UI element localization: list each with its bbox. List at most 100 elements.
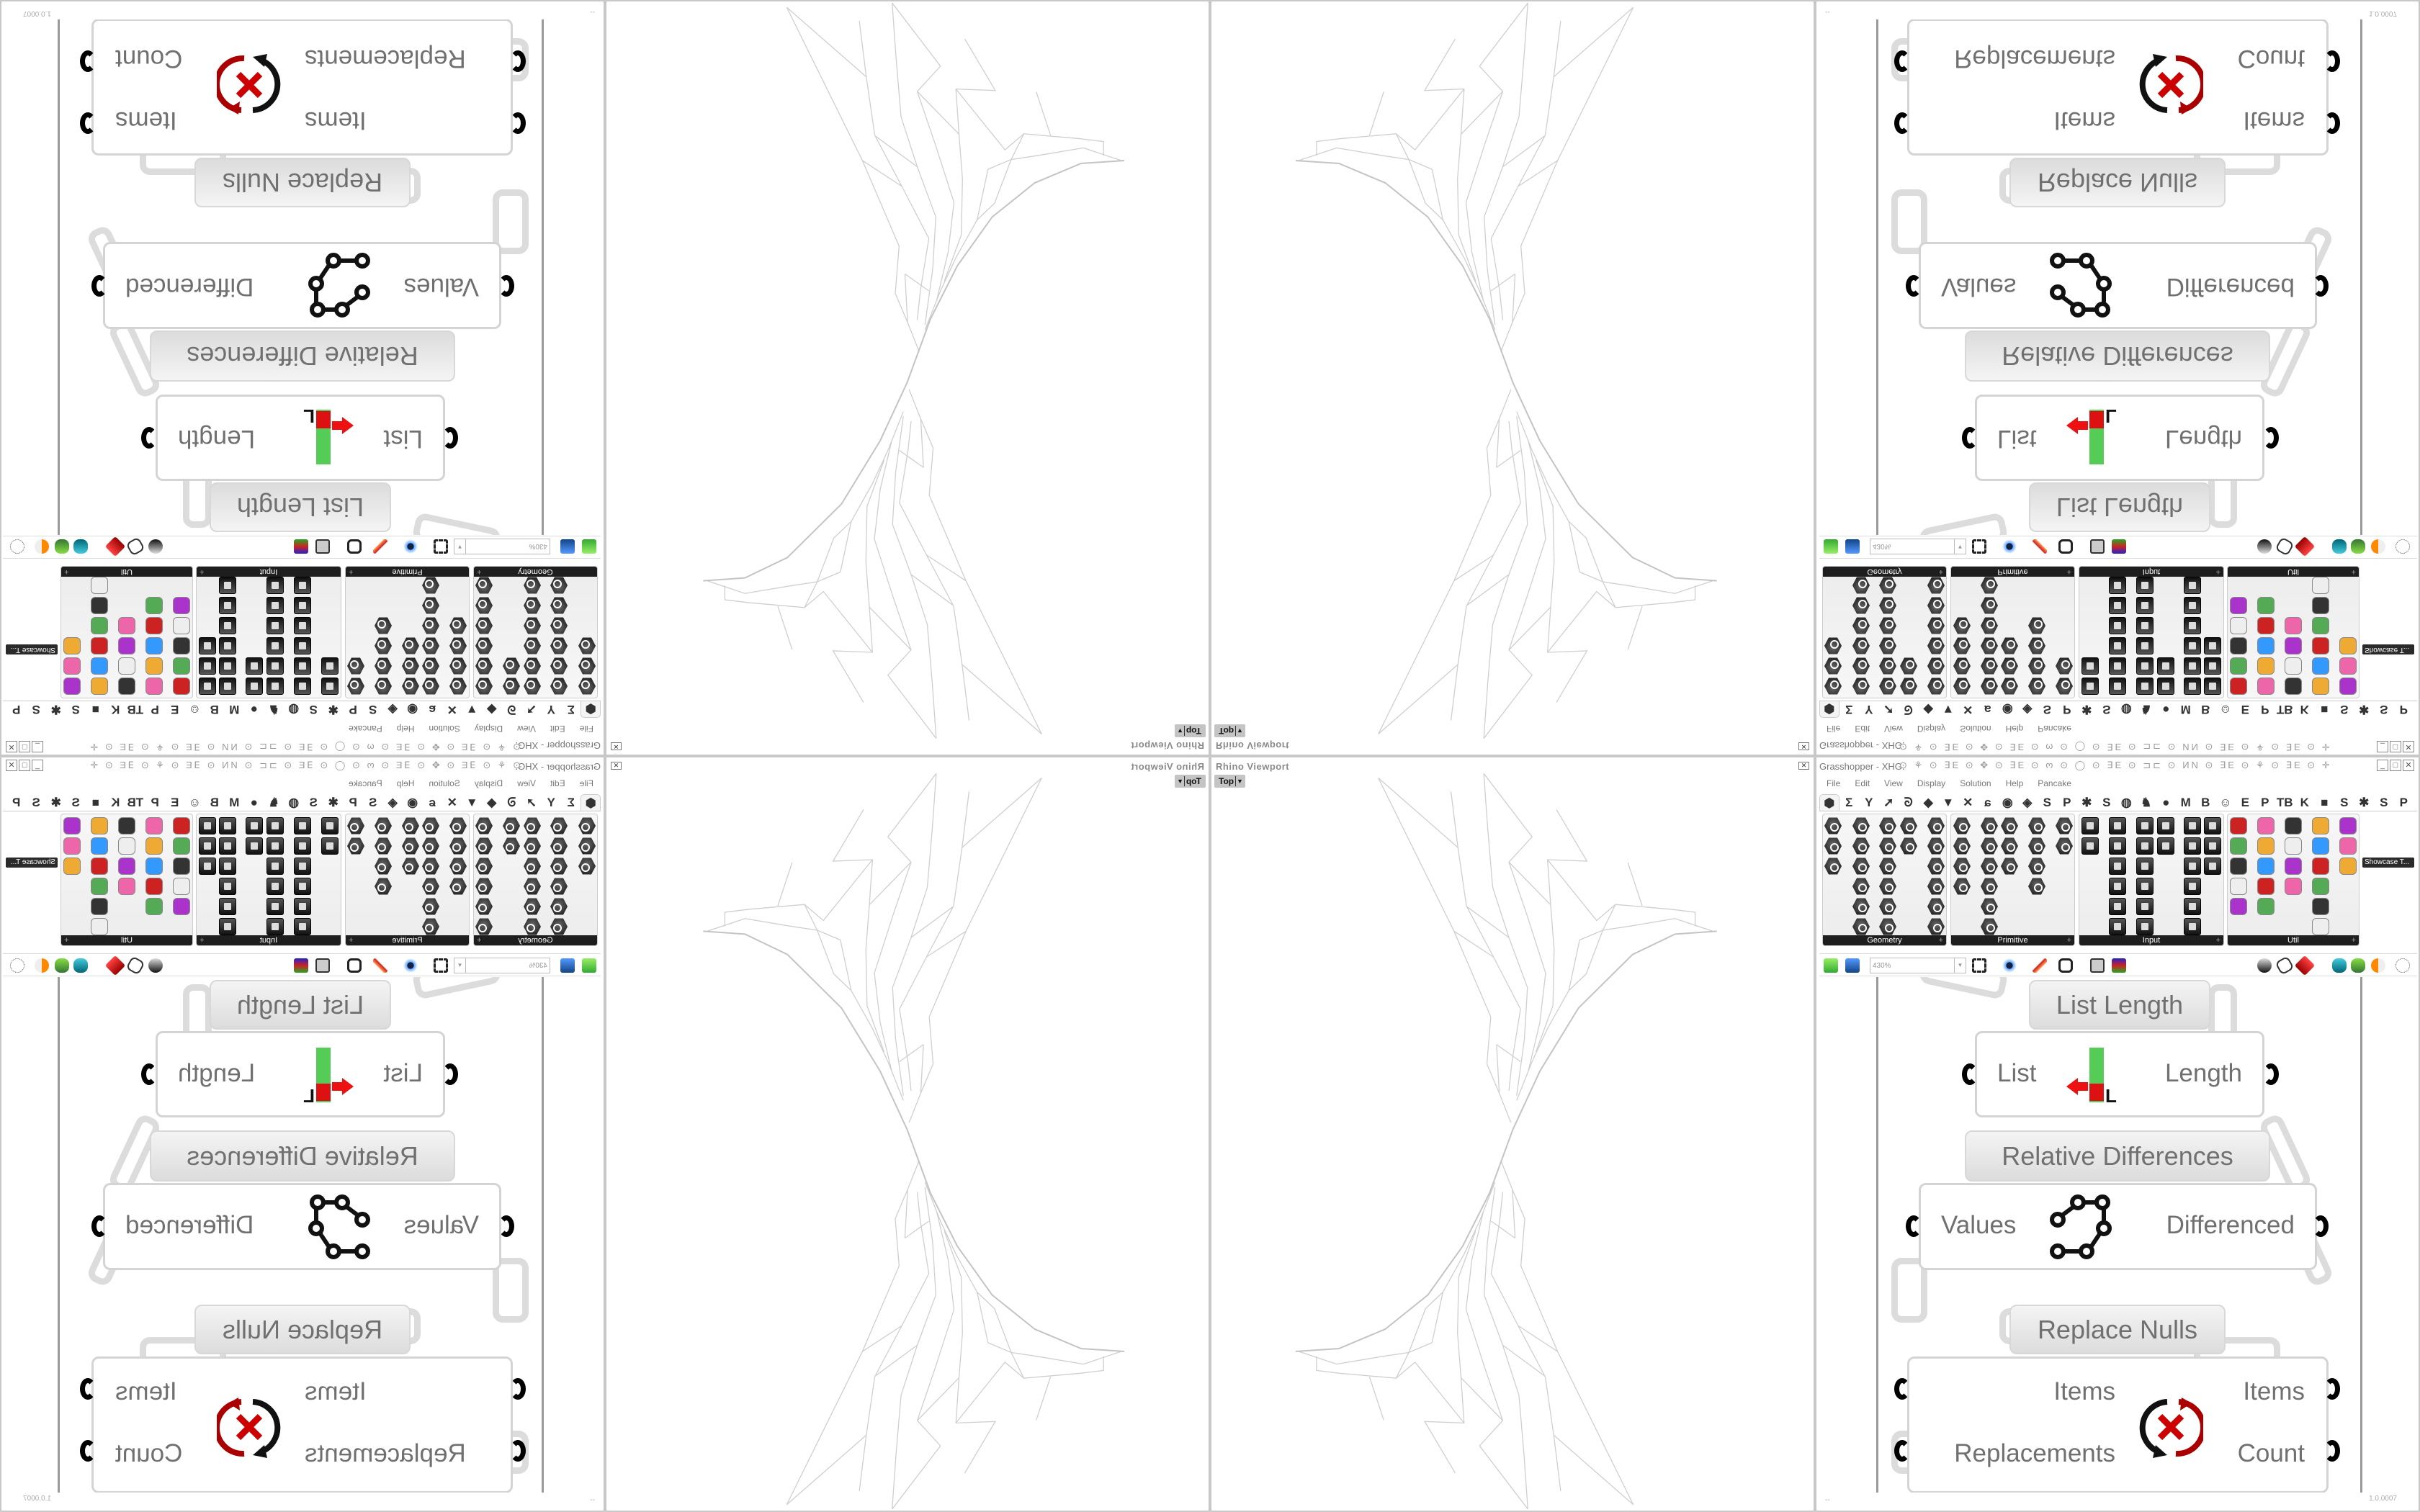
tab-icon[interactable]: S <box>309 703 318 716</box>
view-selector[interactable]: Top ▼ <box>1214 724 1245 737</box>
output-grip[interactable] <box>91 1215 107 1237</box>
component-icon[interactable] <box>118 837 135 855</box>
component-icon[interactable] <box>449 837 467 855</box>
component-icon[interactable] <box>118 617 135 634</box>
component-icon[interactable] <box>2204 678 2221 695</box>
component-icon[interactable] <box>2204 837 2221 855</box>
shaded-preview-icon[interactable] <box>2257 958 2272 973</box>
output-grip[interactable] <box>80 1440 96 1462</box>
component-icon[interactable] <box>294 817 311 834</box>
menu-help[interactable]: Help <box>2005 724 2024 734</box>
menu-edit[interactable]: Edit <box>550 724 565 734</box>
component-icon[interactable] <box>294 858 311 875</box>
component-icon[interactable] <box>2285 637 2302 654</box>
tab-icon[interactable]: ▼ <box>465 796 478 809</box>
component-icon[interactable] <box>1953 637 1971 654</box>
output-grip[interactable] <box>91 275 107 297</box>
tab-icon[interactable]: ♞ <box>2141 796 2152 809</box>
tab-icon[interactable]: ➚ <box>526 703 537 716</box>
tab-icon[interactable]: ◈ <box>2022 796 2033 809</box>
component-icon[interactable] <box>294 617 311 634</box>
tab-icon[interactable]: ⬢ <box>1819 701 1839 718</box>
component-icon[interactable] <box>1824 637 1842 654</box>
component-icon[interactable] <box>2109 837 2126 855</box>
component-icon[interactable] <box>503 657 520 675</box>
tab-icon[interactable]: P <box>2399 703 2408 716</box>
component-icon[interactable] <box>2257 898 2275 915</box>
tab-icon[interactable]: ɕ <box>429 703 436 716</box>
component-icon[interactable] <box>246 817 263 834</box>
shaded-preview-icon[interactable] <box>148 539 163 554</box>
expand-icon[interactable]: + <box>200 936 205 945</box>
component-icon[interactable] <box>1953 617 1971 634</box>
component-icon[interactable] <box>550 657 568 675</box>
component-icon[interactable] <box>145 858 163 875</box>
tab-icon[interactable]: P <box>151 703 159 716</box>
bake-icon[interactable] <box>73 958 88 973</box>
component-icon[interactable] <box>347 837 364 855</box>
component-icon[interactable] <box>219 817 236 834</box>
close-viewport-button[interactable]: ✕ <box>1798 742 1809 750</box>
component-icon[interactable] <box>1879 577 1896 594</box>
input-grip[interactable] <box>1894 50 1910 72</box>
tab-icon[interactable]: S <box>2340 796 2349 809</box>
mesh-icon[interactable] <box>2351 539 2365 554</box>
component-icon[interactable] <box>2184 858 2201 875</box>
menu-edit[interactable]: Edit <box>1855 778 1870 788</box>
replace-nulls-component[interactable]: Items Replacements Items Count <box>91 1356 513 1493</box>
component-icon[interactable] <box>246 678 263 695</box>
component-icon[interactable] <box>578 657 596 675</box>
component-icon[interactable] <box>2312 637 2329 654</box>
tab-icon[interactable]: ◉ <box>407 796 418 809</box>
component-icon[interactable] <box>2285 678 2302 695</box>
menu-pancake[interactable]: Pancake <box>2038 778 2071 788</box>
selection-icon[interactable] <box>2396 539 2410 554</box>
tab-icon[interactable]: ■ <box>91 703 99 716</box>
component-icon[interactable] <box>91 878 108 895</box>
tab-icon[interactable]: S <box>369 703 377 716</box>
component-icon[interactable] <box>2028 678 2045 695</box>
zoom-combo[interactable]: 430% ▼ <box>1870 539 1966 554</box>
component-icon[interactable] <box>266 878 284 895</box>
component-icon[interactable] <box>219 678 236 695</box>
component-icon[interactable] <box>2339 657 2357 675</box>
component-icon[interactable] <box>1981 637 1998 654</box>
tab-icon[interactable]: S <box>2043 796 2051 809</box>
close-viewport-button[interactable]: ✕ <box>611 742 622 750</box>
component-icon[interactable] <box>2109 637 2126 654</box>
tab-icon[interactable]: Y <box>547 703 555 716</box>
tab-icon[interactable]: E <box>171 703 179 716</box>
panel-label[interactable]: Input + <box>2079 567 2223 577</box>
input-grip[interactable] <box>510 1378 526 1400</box>
component-icon[interactable] <box>2257 817 2275 834</box>
component-icon[interactable] <box>91 898 108 915</box>
mesh-icon[interactable] <box>55 958 69 973</box>
selection-icon[interactable] <box>10 958 24 973</box>
wireframe-preview-icon[interactable] <box>125 955 145 976</box>
component-icon[interactable] <box>246 657 263 675</box>
zoom-combo[interactable]: 430% ▼ <box>1870 958 1966 973</box>
component-icon[interactable] <box>2285 657 2302 675</box>
tab-icon[interactable]: ✕ <box>447 796 457 809</box>
component-icon[interactable] <box>1953 858 1971 875</box>
mesh-icon[interactable] <box>2351 958 2365 973</box>
component-icon[interactable] <box>2285 617 2302 634</box>
component-icon[interactable] <box>1927 817 1945 834</box>
output-grip[interactable] <box>2324 112 2340 134</box>
component-icon[interactable] <box>2312 597 2329 614</box>
component-icon[interactable] <box>294 918 311 935</box>
panel-icon[interactable] <box>315 539 330 554</box>
component-icon[interactable] <box>91 637 108 654</box>
tab-icon[interactable]: P <box>349 796 357 809</box>
output-grip[interactable] <box>2263 427 2279 449</box>
component-icon[interactable] <box>2136 617 2154 634</box>
save-icon[interactable] <box>560 958 575 973</box>
component-icon[interactable] <box>63 657 81 675</box>
menu-pancake[interactable]: Pancake <box>2038 724 2071 734</box>
component-icon[interactable] <box>524 657 541 675</box>
component-icon[interactable] <box>422 918 439 935</box>
output-grip[interactable] <box>141 1063 157 1085</box>
tab-icon[interactable]: ◍ <box>288 796 300 809</box>
component-icon[interactable] <box>550 858 568 875</box>
component-icon[interactable] <box>266 577 284 594</box>
